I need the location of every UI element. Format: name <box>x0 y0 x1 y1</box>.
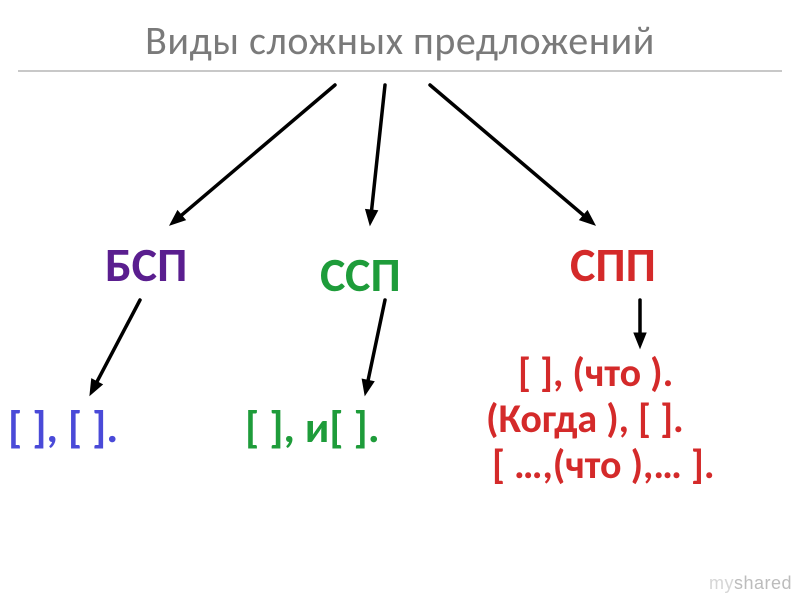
label-ssp: ССП <box>320 245 401 304</box>
label-bsp: БСП <box>105 235 187 294</box>
formula-spp-block: [ ], (что ). (Когда ), [ ]. [ …,(что ),…… <box>500 350 723 488</box>
formula-spp-line2: (Когда ), [ ]. <box>486 396 709 442</box>
watermark-my: my <box>709 573 734 593</box>
watermark-shared: shared <box>734 573 792 593</box>
formula-spp-line3: [ …,(что ),… ]. <box>492 442 715 488</box>
page-title: Виды сложных предложений <box>0 16 800 65</box>
formula-bsp: [ ], [ ]. <box>8 400 118 454</box>
watermark: myshared <box>709 573 792 594</box>
formula-ssp: [ ], и[ ]. <box>245 400 380 454</box>
title-underline <box>18 70 782 72</box>
label-spp: СПП <box>570 235 656 294</box>
formula-spp-line1: [ ], (что ). <box>518 350 741 396</box>
